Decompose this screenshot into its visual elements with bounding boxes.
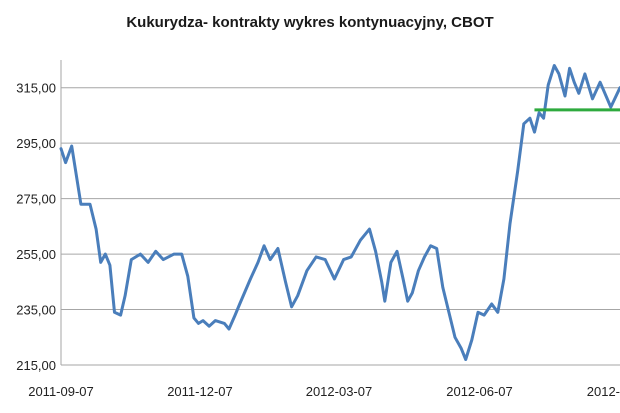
x-axis-tick-labels: 2011-09-07 2011-12-07 2012-03-07 2012-06-07… [28,384,620,399]
x-tick-label: 2012-09-07 [587,384,620,399]
y-tick-label: 215,00 [16,358,56,373]
x-tick-label: 2011-12-07 [167,384,233,399]
y-tick-label: 255,00 [16,247,56,262]
x-tick-label: 2011-09-07 [28,384,94,399]
x-tick-label: 2012-06-07 [446,384,513,399]
y-tick-label: 275,00 [16,192,56,207]
series-line [59,64,620,361]
chart-title: Kukurydza- kontrakty wykres kontynuacyjn… [126,14,494,31]
grid-lines [61,87,620,366]
y-tick-label: 295,00 [16,136,56,151]
x-tick-label: 2012-03-07 [306,384,373,399]
series-layer [59,64,620,361]
y-tick-label: 235,00 [16,303,56,318]
y-axis-tick-labels: 315,00 295,00 275,00 255,00 235,00 215,00 [16,81,56,373]
y-tick-label: 315,00 [16,81,56,96]
